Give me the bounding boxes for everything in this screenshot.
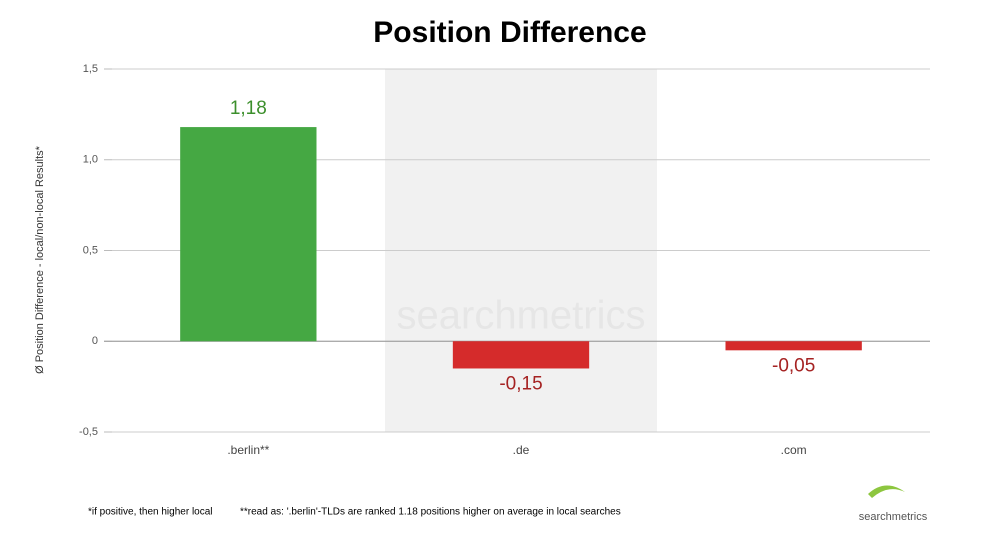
footnote: *if positive, then higher local — [88, 507, 213, 518]
watermark: searchmetrics — [397, 294, 646, 338]
x-tick-label: .de — [513, 443, 530, 457]
bar — [452, 341, 590, 369]
footnote: **read as: '.berlin'-TLDs are ranked 1.1… — [240, 507, 621, 518]
x-tick-label: .berlin** — [227, 443, 269, 457]
y-tick-label: 0,5 — [83, 244, 98, 256]
bar — [725, 341, 862, 351]
value-label: 1,18 — [230, 98, 267, 119]
y-tick-label: 0 — [92, 335, 98, 347]
value-label: -0,15 — [499, 373, 542, 394]
y-tick-label: -0,5 — [79, 426, 98, 438]
y-axis-label: Ø Position Difference - local/non-local … — [34, 145, 46, 374]
x-tick-label: .com — [781, 443, 807, 457]
y-tick-label: 1,5 — [83, 63, 98, 75]
logo: searchmetrics — [859, 485, 928, 523]
bar — [180, 127, 317, 342]
logo-text: searchmetrics — [859, 511, 928, 523]
logo-swoosh — [868, 485, 905, 498]
y-tick-label: 1,0 — [83, 154, 98, 166]
chart-title: Position Difference — [373, 16, 646, 49]
value-label: -0,05 — [772, 355, 815, 376]
